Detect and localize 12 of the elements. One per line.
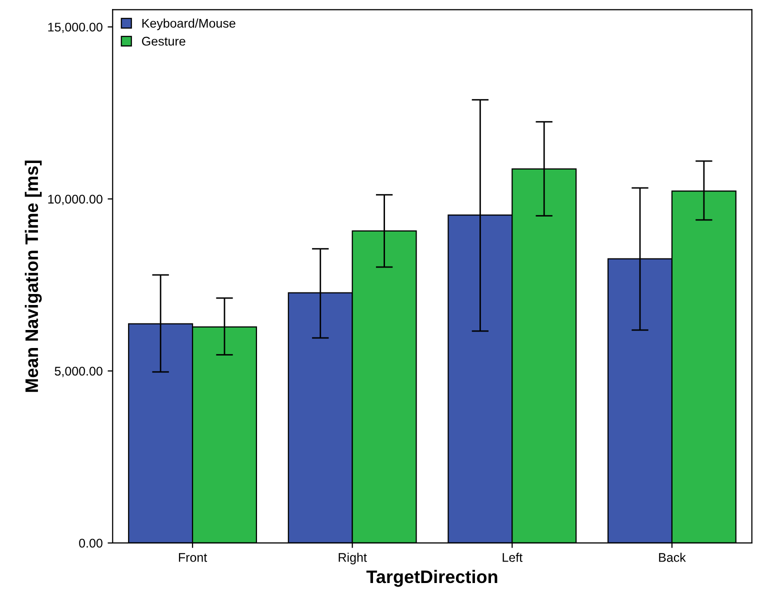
legend-label: Keyboard/Mouse	[142, 18, 236, 30]
y-tick-label: 10,000.00	[48, 194, 102, 206]
x-tick-label: Left	[502, 552, 522, 562]
y-tick-label: 15,000.00	[48, 22, 102, 34]
y-tick-label: 5,000.00	[54, 366, 102, 378]
y-axis-title: Mean Navigation Time [ms]	[24, 160, 42, 392]
legend-label: Gesture	[142, 36, 186, 46]
x-tick-label: Right	[338, 552, 367, 564]
x-tick-label: Front	[178, 553, 208, 562]
x-tick-label: Back	[659, 552, 686, 562]
y-tick-label: 0.00	[79, 538, 102, 548]
x-axis-title: TargetDirection	[366, 570, 498, 587]
